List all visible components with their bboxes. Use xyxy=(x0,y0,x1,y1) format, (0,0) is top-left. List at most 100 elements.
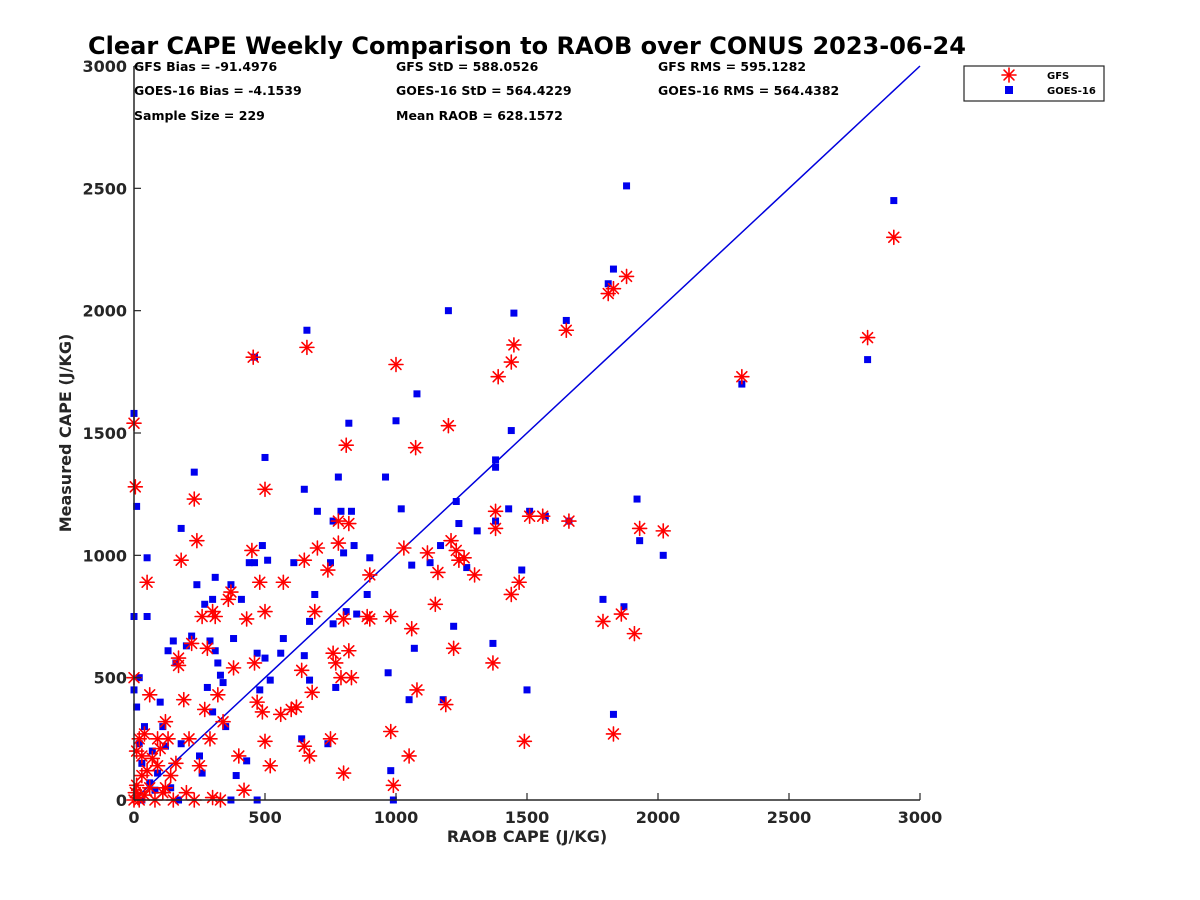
goes16-point xyxy=(264,556,272,564)
annotation-gfs-std: GFS StD = 588.0526 xyxy=(396,59,539,74)
y-tick-label: 1000 xyxy=(82,546,127,565)
goes16-point xyxy=(290,559,298,567)
goes16-point xyxy=(261,453,269,461)
goes16-point xyxy=(450,622,458,630)
annotation-mean-raob: Mean RAOB = 628.1572 xyxy=(396,108,563,123)
gfs-point xyxy=(296,738,313,754)
goes16-point xyxy=(659,551,667,559)
legend-gfs-marker xyxy=(1001,67,1017,83)
gfs-point xyxy=(407,439,424,456)
gfs-point xyxy=(136,726,153,742)
goes16-point xyxy=(159,723,167,731)
goes16-point xyxy=(198,769,206,777)
gfs-point xyxy=(440,417,457,434)
goes16-point xyxy=(211,573,219,581)
goes16-point xyxy=(363,590,371,598)
gfs-point xyxy=(605,280,622,297)
gfs-point xyxy=(322,731,339,747)
gfs-point xyxy=(859,329,876,346)
goes16-point xyxy=(384,669,392,677)
goes16-point xyxy=(164,647,172,655)
gfs-point xyxy=(618,268,635,285)
gfs-point xyxy=(152,740,168,757)
x-tick-label: 1500 xyxy=(505,808,550,827)
gfs-point xyxy=(225,660,242,676)
goes16-point xyxy=(473,527,481,535)
goes16-point xyxy=(439,696,447,704)
annotation-goes-std: GOES-16 StD = 564.4229 xyxy=(396,83,572,98)
goes16-point xyxy=(243,757,251,765)
gfs-point xyxy=(231,748,247,764)
goes16-point xyxy=(437,542,445,550)
goes16-point xyxy=(327,559,334,567)
goes16-point xyxy=(182,642,190,650)
goes16-point xyxy=(455,520,463,528)
goes16-point xyxy=(279,635,287,643)
goes16-point xyxy=(311,590,319,598)
goes16-point xyxy=(143,613,151,620)
gfs-point xyxy=(385,777,402,794)
gfs-point xyxy=(246,655,263,671)
goes16-point xyxy=(463,564,471,572)
gfs-point xyxy=(534,508,551,524)
gfs-point xyxy=(251,574,268,591)
goes16-point xyxy=(300,652,308,660)
goes16-point xyxy=(353,610,361,618)
goes16-point xyxy=(237,595,245,603)
gfs-point xyxy=(254,704,271,720)
gfs-point xyxy=(325,645,341,662)
gfs-point xyxy=(207,608,224,625)
goes16-point xyxy=(332,683,340,691)
gfs-point xyxy=(215,713,231,730)
goes16-point xyxy=(245,559,253,567)
gfs-point xyxy=(558,322,575,339)
y-tick-label: 3000 xyxy=(82,57,127,76)
goes16-point xyxy=(258,542,266,550)
goes16-point xyxy=(382,473,390,481)
gfs-point xyxy=(194,608,210,625)
gfs-point xyxy=(516,733,533,750)
chart-title: Clear CAPE Weekly Comparison to RAOB ove… xyxy=(88,32,966,60)
annotation-sample-size: Sample Size = 229 xyxy=(134,108,265,123)
gfs-point xyxy=(613,606,630,622)
goes16-point xyxy=(222,723,230,731)
gfs-point xyxy=(181,731,197,747)
goes16-point xyxy=(303,326,311,334)
x-tick-label: 0 xyxy=(128,808,139,827)
gfs-point xyxy=(149,731,166,747)
gfs-point xyxy=(149,757,166,774)
gfs-point xyxy=(343,669,360,686)
goes16-point xyxy=(492,456,500,464)
gfs-point xyxy=(333,669,349,686)
gfs-point xyxy=(330,513,347,529)
gfs-point xyxy=(430,564,446,581)
goes16-point xyxy=(387,767,395,775)
goes16-point xyxy=(256,686,264,694)
gfs-point xyxy=(595,613,611,630)
y-tick-label: 0 xyxy=(116,791,127,810)
gfs-point xyxy=(361,611,378,627)
goes16-point xyxy=(190,468,198,476)
gfs-point xyxy=(437,696,454,713)
gfs-point xyxy=(175,691,192,708)
gfs-point xyxy=(306,603,323,620)
gfs-point xyxy=(341,642,357,659)
gfs-point xyxy=(141,779,158,796)
goes16-point xyxy=(133,703,141,711)
goes16-point xyxy=(133,502,141,510)
goes16-point xyxy=(864,356,872,364)
goes16-point xyxy=(347,507,355,515)
gfs-point xyxy=(304,684,320,701)
goes16-point xyxy=(214,659,222,667)
goes16-point xyxy=(253,649,261,657)
goes16-point xyxy=(203,683,211,691)
legend-box xyxy=(963,65,1105,102)
goes16-point xyxy=(518,566,526,574)
goes16-point xyxy=(620,603,628,611)
goes16-point xyxy=(408,561,416,569)
goes16-point xyxy=(890,197,898,205)
gfs-point xyxy=(427,596,444,613)
gfs-point xyxy=(236,782,252,799)
gfs-point xyxy=(341,515,357,532)
plot-area xyxy=(126,65,921,808)
